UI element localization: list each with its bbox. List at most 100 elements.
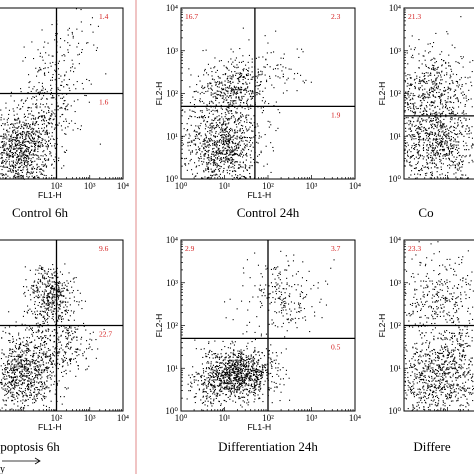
data-point (9, 349, 11, 351)
data-point (23, 131, 25, 133)
data-point (441, 92, 443, 94)
data-point (465, 119, 467, 121)
data-point (12, 152, 14, 154)
data-point (413, 135, 415, 137)
data-point (443, 132, 445, 134)
data-point (77, 54, 79, 56)
data-point (436, 92, 438, 94)
data-point (52, 61, 54, 63)
data-point (447, 92, 449, 94)
data-point (432, 66, 434, 68)
data-point (204, 142, 206, 144)
data-point (65, 297, 67, 299)
data-point (232, 142, 234, 144)
data-point (14, 164, 16, 166)
data-point (41, 399, 43, 401)
data-point (239, 141, 241, 143)
data-point (29, 154, 31, 156)
data-point (40, 172, 42, 174)
data-point (241, 88, 243, 90)
data-point (54, 109, 56, 111)
data-point (23, 160, 25, 162)
data-point (215, 92, 217, 94)
data-point (37, 288, 39, 290)
data-point (238, 144, 240, 146)
data-point (43, 123, 45, 125)
data-point (199, 125, 201, 127)
data-point (213, 171, 215, 173)
data-point (458, 151, 460, 153)
data-point (225, 143, 227, 145)
data-point (20, 377, 22, 379)
data-point (21, 152, 23, 154)
data-point (410, 165, 412, 167)
data-point (212, 164, 214, 166)
data-point (204, 68, 206, 70)
data-point (237, 92, 239, 94)
data-point (31, 327, 33, 329)
data-point (243, 89, 245, 91)
data-point (21, 171, 23, 173)
data-point (49, 122, 51, 124)
data-point (232, 92, 234, 94)
data-point (232, 170, 234, 172)
data-point (65, 373, 67, 375)
data-point (65, 120, 67, 122)
data-point (11, 142, 13, 144)
data-point (13, 146, 15, 148)
data-point (302, 80, 304, 82)
data-point (230, 58, 232, 60)
data-point (59, 341, 61, 343)
data-point (99, 143, 101, 145)
data-point (233, 116, 235, 118)
data-point (12, 336, 14, 338)
data-point (457, 82, 459, 84)
data-point (202, 88, 204, 90)
data-point (181, 157, 183, 159)
data-point (276, 64, 278, 66)
data-point (31, 98, 33, 100)
data-point (49, 377, 51, 379)
data-point (16, 392, 18, 394)
data-point (42, 268, 44, 270)
data-point (413, 158, 415, 160)
data-point (439, 120, 441, 122)
data-point (47, 42, 49, 44)
data-point (28, 82, 30, 84)
data-point (432, 110, 434, 112)
data-point (4, 371, 6, 373)
data-point (425, 96, 427, 98)
data-point (411, 117, 413, 119)
data-point (18, 337, 20, 339)
data-point (51, 286, 53, 288)
data-point (451, 70, 453, 72)
data-point (15, 132, 17, 134)
data-point (28, 363, 30, 365)
data-point (14, 381, 16, 383)
data-point (50, 92, 52, 94)
data-point (7, 153, 9, 155)
data-point (208, 159, 210, 161)
data-point (16, 134, 18, 136)
data-point (472, 144, 474, 146)
data-point (429, 92, 431, 94)
data-point (37, 176, 39, 178)
data-point (213, 174, 215, 176)
data-point (58, 314, 60, 316)
data-point (434, 155, 436, 157)
data-point (440, 123, 442, 125)
data-point (36, 381, 38, 383)
data-point (9, 341, 11, 343)
data-point (54, 39, 56, 41)
data-point (42, 161, 44, 163)
data-point (209, 83, 211, 85)
data-point (35, 67, 37, 69)
data-point (42, 316, 44, 318)
data-point (67, 29, 69, 31)
data-point (469, 154, 471, 156)
data-point (4, 378, 6, 380)
data-point (44, 106, 46, 108)
data-point (27, 170, 29, 172)
data-point (234, 100, 236, 102)
data-point (1, 141, 3, 143)
